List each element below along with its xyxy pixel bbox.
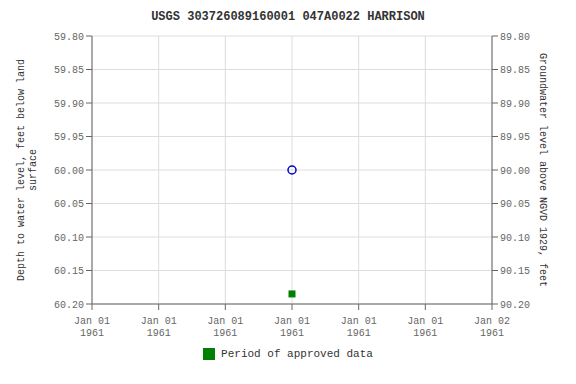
svg-text:89.90: 89.90 bbox=[500, 99, 530, 110]
svg-text:Groundwater level above NGVD 1: Groundwater level above NGVD 1929, feet bbox=[537, 53, 548, 287]
svg-text:Depth to water level, feet bel: Depth to water level, feet below landsur… bbox=[16, 59, 39, 281]
svg-text:60.00: 60.00 bbox=[54, 166, 84, 177]
html-text:Period of approved data: Period of approved data bbox=[221, 348, 373, 360]
svg-text:89.85: 89.85 bbox=[500, 65, 530, 76]
html-text:USGS 303726089160001 047A0022: USGS 303726089160001 047A0022 HARRISON bbox=[151, 10, 425, 24]
svg-text:Jan 011961: Jan 011961 bbox=[74, 316, 110, 339]
svg-text:Jan 011961: Jan 011961 bbox=[274, 316, 310, 339]
svg-text:60.20: 60.20 bbox=[54, 300, 84, 311]
svg-text:Jan 011961: Jan 011961 bbox=[341, 316, 377, 339]
svg-text:90.10: 90.10 bbox=[500, 233, 530, 244]
svg-text:89.95: 89.95 bbox=[500, 132, 530, 143]
svg-text:59.90: 59.90 bbox=[54, 99, 84, 110]
svg-text:Jan 011961: Jan 011961 bbox=[141, 316, 177, 339]
svg-text:60.05: 60.05 bbox=[54, 199, 84, 210]
svg-text:59.85: 59.85 bbox=[54, 65, 84, 76]
svg-text:59.95: 59.95 bbox=[54, 132, 84, 143]
svg-text:60.15: 60.15 bbox=[54, 266, 84, 277]
svg-text:90.15: 90.15 bbox=[500, 266, 530, 277]
svg-text:59.80: 59.80 bbox=[54, 32, 84, 43]
svg-text:90.00: 90.00 bbox=[500, 166, 530, 177]
svg-text:60.10: 60.10 bbox=[54, 233, 84, 244]
svg-text:89.80: 89.80 bbox=[500, 32, 530, 43]
svg-text:Jan 021961: Jan 021961 bbox=[474, 316, 510, 339]
svg-text:90.20: 90.20 bbox=[500, 300, 530, 311]
svg-text:Jan 011961: Jan 011961 bbox=[207, 316, 243, 339]
svg-text:90.05: 90.05 bbox=[500, 199, 530, 210]
svg-text:Jan 011961: Jan 011961 bbox=[407, 316, 443, 339]
